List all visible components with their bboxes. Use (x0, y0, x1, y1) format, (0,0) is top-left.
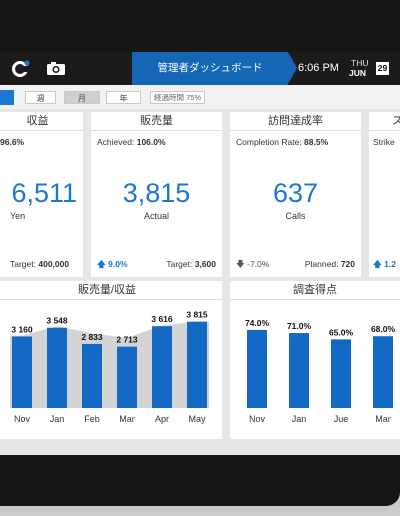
sales-bar[interactable] (187, 321, 207, 408)
kpi-target: Target: 400,000 (10, 259, 70, 269)
x-tick-label: Mar (119, 414, 135, 424)
kpi-value: 637 (272, 178, 319, 208)
survey-score-chart-card[interactable]: 調査得点 74.0% Nov 71.0% Jan 65.0% Jue 68.0% Mar (230, 281, 400, 439)
kpi-title: 収益 (0, 112, 83, 131)
bar-value-label: 3 548 (46, 316, 68, 326)
kpi-value: 6,511 (11, 178, 77, 208)
kpi-trend: 🡅 1.2 (373, 259, 396, 269)
kpi-target: Target: 3,600 (166, 259, 216, 269)
chart-title: 調査得点 (230, 281, 400, 300)
survey-bar[interactable] (247, 329, 267, 408)
kpi-sub-value: Completion Rate: 88.5% (236, 137, 329, 147)
bar-value-label: 68.0% (371, 324, 396, 334)
x-tick-label: Mar (375, 414, 391, 424)
day-of-week: THU (351, 58, 369, 68)
kpi-title: 販売量 (91, 112, 222, 131)
bar-value-label: 3 160 (11, 325, 33, 335)
survey-bar[interactable] (289, 333, 309, 408)
x-tick-label: Nov (249, 414, 266, 424)
title-bar (132, 52, 297, 85)
bar-value-label: 3 815 (186, 310, 208, 320)
bar-value-label: 2 713 (116, 335, 138, 345)
x-tick-label: Jan (50, 414, 65, 424)
x-tick-label: Nov (14, 414, 31, 424)
app-header: 管理者ダッシュボード 6:06 PM THU JUN 29 (0, 52, 400, 85)
x-tick-label: Feb (84, 414, 100, 424)
period-filter-bar: 週 月 年 経過時間 75% (0, 85, 400, 109)
chart-title: 販売量/収益 (0, 281, 222, 300)
sales-bar[interactable] (47, 327, 67, 408)
kpi-sub-value: Achieved: 106.0% (97, 137, 166, 147)
kpi-card-strike[interactable]: ス Strike 🡅 1.2 (369, 112, 400, 277)
x-tick-label: Jue (334, 414, 349, 424)
kpi-sub-value: Strike (373, 137, 395, 147)
kpi-card-revenue[interactable]: 収益 96.6% 6,511 Yen Target: 400,000 (0, 112, 83, 277)
kpi-card-visit-rate[interactable]: 訪問達成率 Completion Rate: 88.5% 637 Calls 🡇… (230, 112, 361, 277)
tab-week[interactable]: 週 (25, 91, 56, 104)
app-logo-icon[interactable] (10, 59, 32, 77)
survey-bar[interactable] (331, 339, 351, 408)
sales-revenue-chart: 3 160 Nov 3 548 Jan 2 833 Feb 2 713 Mar 3 616 Apr… (10, 310, 209, 424)
bar-value-label: 74.0% (245, 318, 270, 328)
month-label: JUN (349, 68, 367, 78)
x-tick-label: May (188, 414, 206, 424)
kpi-unit: Calls (285, 211, 306, 221)
clock-time: 6:06 PM (298, 62, 339, 74)
arrow-up-icon: 🡅 (97, 259, 106, 269)
day-badge: 29 (376, 62, 389, 75)
sales-bar[interactable] (152, 326, 172, 408)
kpi-title: 訪問達成率 (230, 112, 361, 131)
survey-score-chart: 74.0% Nov 71.0% Jan 65.0% Jue 68.0% Mar (245, 318, 396, 424)
tab-month[interactable]: 月 (64, 91, 100, 104)
kpi-target: Planned: 720 (304, 259, 355, 269)
survey-bar[interactable] (373, 336, 393, 408)
bar-value-label: 65.0% (329, 327, 354, 337)
kpi-trend: 🡅 9.0% (97, 259, 128, 269)
arrow-down-icon: 🡇 (236, 259, 245, 269)
x-tick-label: Jan (292, 414, 307, 424)
sales-bar[interactable] (117, 346, 137, 408)
sales-revenue-chart-card[interactable]: 販売量/収益 3 160 Nov 3 548 Jan 2 833 Feb 2 713 Mar 3… (0, 281, 222, 439)
arrow-up-icon: 🡅 (373, 259, 382, 269)
kpi-value: 3,815 (122, 178, 191, 208)
sales-bar[interactable] (82, 343, 102, 408)
kpi-sub-value: 96.6% (0, 137, 25, 147)
bar-value-label: 3 616 (151, 314, 173, 324)
bar-value-label: 71.0% (287, 321, 312, 331)
tab-year[interactable]: 年 (106, 91, 141, 104)
sales-bar[interactable] (12, 336, 32, 408)
dashboard-screen: 管理者ダッシュボード 6:06 PM THU JUN 29 週 月 年 経過時間… (0, 52, 400, 455)
x-tick-label: Apr (155, 414, 169, 424)
filter-selector[interactable] (0, 90, 14, 105)
page-title: 管理者ダッシュボード (157, 62, 263, 74)
kpi-card-sales-volume[interactable]: 販売量 Achieved: 106.0% 3,815 Actual 🡅 9.0%… (91, 112, 222, 277)
elapsed-time-label: 経過時間 75% (150, 91, 206, 104)
kpi-trend: 🡇 -7.0% (236, 259, 270, 269)
revenue-area (10, 321, 209, 408)
camera-icon[interactable] (46, 61, 66, 76)
kpi-unit: Actual (143, 211, 169, 221)
kpi-unit: Yen (10, 211, 26, 221)
bar-value-label: 2 833 (81, 332, 103, 342)
kpi-title: ス (369, 112, 400, 131)
